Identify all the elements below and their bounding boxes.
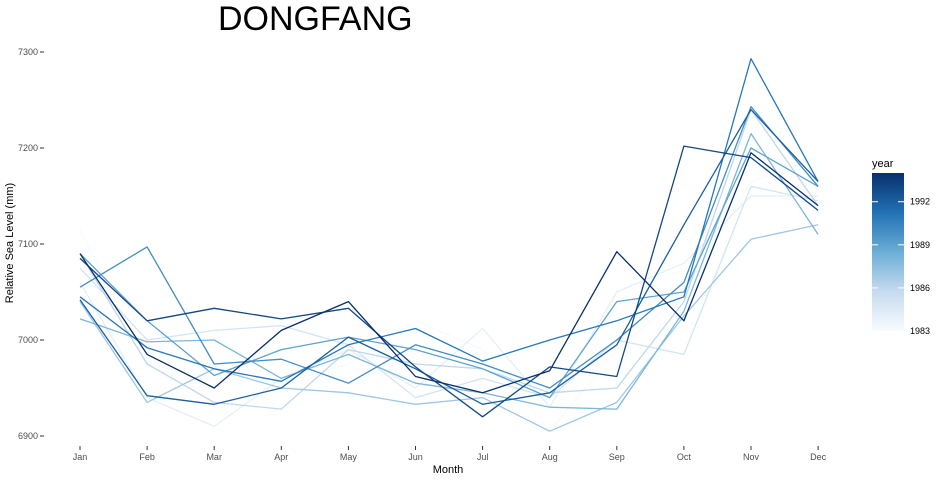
series-line-1992: [79, 108, 819, 405]
series-line-1989: [79, 147, 819, 399]
legend-colorbar: [872, 173, 904, 331]
y-axis-label: Relative Sea Level (mm): [4, 183, 16, 303]
series-line-1993: [79, 145, 819, 418]
plot-lines: [79, 58, 819, 432]
x-tick-label: Dec: [810, 452, 827, 462]
x-tick-label: Apr: [274, 452, 288, 462]
x-tick-label: Jun: [408, 452, 423, 462]
x-tick-label: Aug: [542, 452, 558, 462]
legend-tick-label: 1989: [910, 240, 930, 250]
y-tick-label: 7100: [18, 239, 38, 249]
y-tick-label: 7300: [18, 47, 38, 57]
y-tick-label: 7200: [18, 143, 38, 153]
chart-title: DONGFANG: [218, 0, 413, 38]
legend-ticks: 1983 1986 1989 1992: [872, 197, 930, 336]
legend-tick-label: 1992: [910, 197, 930, 207]
x-axis-label: Month: [433, 464, 464, 476]
x-tick-label: Feb: [139, 452, 155, 462]
x-axis: Jan Feb Mar Apr May Jun Jul Aug Sep Oct Nov Dec: [73, 446, 827, 462]
x-tick-label: Mar: [206, 452, 222, 462]
y-tick-label: 7000: [18, 335, 38, 345]
x-tick-label: Oct: [677, 452, 692, 462]
x-tick-label: Jul: [477, 452, 489, 462]
legend-tick-label: 1983: [910, 326, 930, 336]
x-tick-label: Jan: [73, 452, 88, 462]
series-line-1983: [79, 156, 819, 432]
series-line-1991: [79, 58, 819, 382]
series-line-1986: [79, 108, 819, 410]
series-line-1994: [79, 152, 819, 394]
x-tick-label: May: [340, 452, 358, 462]
legend-tick-label: 1986: [910, 283, 930, 293]
series-line-1987: [79, 224, 819, 432]
series-line-1988: [79, 132, 819, 410]
legend-title: year: [872, 158, 894, 170]
series-line-1990: [79, 106, 819, 389]
x-tick-label: Sep: [609, 452, 625, 462]
y-tick-label: 6900: [18, 431, 38, 441]
y-axis: 6900 7000 7100 7200 7300: [18, 47, 44, 441]
legend: year 1983 1986 1989 1992: [872, 158, 930, 336]
x-tick-label: Nov: [743, 452, 760, 462]
